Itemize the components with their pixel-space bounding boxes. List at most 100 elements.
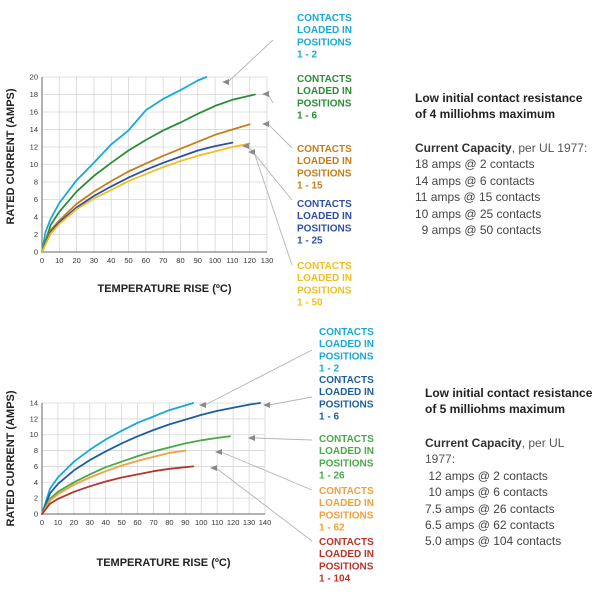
spec-heading-line: Low initial contact resistance: [425, 386, 593, 400]
callout-leader-line: [268, 396, 313, 406]
callout-arrowhead: [262, 121, 269, 127]
series-callout-label: POSITIONS: [297, 285, 352, 296]
y-tick-label: 4: [34, 213, 38, 222]
callout-arrowhead: [263, 402, 270, 408]
x-tick-label: 130: [261, 256, 274, 265]
series-callout-label: POSITIONS: [319, 399, 374, 410]
x-tick-label: 50: [117, 518, 125, 527]
callout-leader-line: [253, 437, 313, 441]
capacity-rating: 10 amps @ 6 contacts: [425, 485, 548, 500]
callout-arrowhead: [248, 435, 255, 441]
capacity-rating: 10 amps @ 25 contacts: [415, 206, 542, 221]
capacity-rating: 11 amps @ 15 contacts: [415, 190, 541, 205]
x-tick-label: 100: [195, 518, 208, 527]
y-tick-label: 10: [30, 160, 38, 169]
series-callout-label: 1 - 104: [319, 574, 351, 585]
series-callout-label: POSITIONS: [319, 510, 374, 521]
capacity-note: , per UL 1977:: [511, 141, 588, 155]
callout-leader-line: [227, 39, 274, 83]
x-tick-label: 120: [243, 256, 256, 265]
series-callout-label: LOADED IN: [297, 211, 352, 222]
capacity-rating: 5.0 amps @ 104 contacts: [425, 534, 562, 549]
chart-bottom: 0 10 20 30 40 50 60 70 80 90 100 110 120 130 140 0 2 4 6 8 1…: [5, 327, 374, 585]
series-callout-label: LOADED IN: [297, 25, 352, 36]
y-tick-label: 4: [34, 478, 38, 487]
series-callout-label: 1 - 26: [319, 471, 345, 482]
spec-heading-line: of 5 milliohms maximum: [425, 402, 566, 416]
series-callout-label: 1 - 62: [319, 523, 345, 534]
series-callout-label: CONTACTS: [297, 144, 352, 155]
y-tick-label: 6: [34, 195, 38, 204]
capacity-title: Current Capacity, per UL 1977:: [425, 435, 597, 468]
series-line: [41, 141, 234, 253]
series-callout-label: 1 - 2: [297, 50, 317, 61]
series-callout-label: LOADED IN: [319, 498, 374, 509]
capacity-note: , per UL 1977:: [425, 436, 564, 467]
y-tick-label: 12: [30, 143, 38, 152]
series-callout-label: CONTACTS: [319, 537, 374, 548]
x-tick-label: 70: [159, 256, 167, 265]
spec-heading-line: Low initial contact resistance: [415, 91, 583, 105]
capacity-label: Current Capacity: [425, 436, 522, 450]
series-line: [41, 402, 262, 515]
series-line: [41, 93, 256, 253]
chart-top: 0 10 20 30 40 50 60 70 80 90 100 110 120 130 0 2 4 6 8 10 12…: [5, 13, 352, 309]
x-tick-label: 0: [40, 518, 44, 527]
x-tick-label: 50: [124, 256, 132, 265]
y-tick-label: 0: [34, 248, 38, 257]
y-tick-label: 2: [34, 494, 38, 503]
series-callout-label: POSITIONS: [297, 37, 352, 48]
series-line: [41, 123, 251, 253]
series-callout-label: POSITIONS: [297, 168, 352, 179]
y-tick-label: 8: [34, 446, 38, 455]
x-tick-label: 60: [133, 518, 141, 527]
x-tick-label: 110: [226, 256, 238, 265]
y-axis-label: RATED CURRENT (AMPS): [5, 390, 17, 526]
x-tick-label: 80: [165, 518, 173, 527]
series-callout-label: 1 - 15: [297, 181, 323, 192]
series-line: [41, 449, 187, 515]
x-tick-label: 20: [72, 256, 80, 265]
series-callout-label: 1 - 6: [319, 412, 339, 423]
series-callout-label: 1 - 25: [297, 236, 323, 247]
capacity-title: Current Capacity, per UL 1977:: [415, 140, 595, 156]
series-callout-label: LOADED IN: [319, 387, 374, 398]
callout-arrowhead: [262, 91, 269, 97]
y-tick-label: 16: [30, 108, 38, 117]
series-callout-label: CONTACTS: [297, 261, 352, 272]
y-tick-label: 2: [34, 230, 38, 239]
capacity-label: Current Capacity: [415, 141, 512, 155]
x-tick-label: 0: [40, 256, 44, 265]
x-tick-label: 110: [211, 518, 223, 527]
x-tick-label: 140: [259, 518, 272, 527]
x-tick-label: 10: [55, 256, 63, 265]
series-callout-label: 1 - 2: [319, 364, 339, 375]
series-callout-label: CONTACTS: [297, 74, 352, 85]
x-tick-label: 30: [90, 256, 98, 265]
capacity-rating: 12 amps @ 2 contacts: [425, 468, 548, 483]
y-tick-label: 20: [30, 73, 38, 82]
x-tick-label: 90: [194, 256, 202, 265]
series-callout-label: POSITIONS: [319, 458, 374, 469]
x-tick-label: 40: [107, 256, 115, 265]
x-tick-label: 40: [102, 518, 110, 527]
series-line: [41, 435, 231, 515]
series-callout-label: CONTACTS: [319, 434, 374, 445]
x-tick-label: 100: [209, 256, 222, 265]
series-callout-label: POSITIONS: [319, 351, 374, 362]
callout-arrowhead: [222, 79, 229, 85]
series-callout-label: CONTACTS: [297, 199, 352, 210]
series-callout-label: LOADED IN: [319, 339, 374, 350]
y-tick-label: 10: [30, 430, 38, 439]
series-line: [41, 465, 195, 515]
series-callout-label: 1 - 50: [297, 298, 323, 309]
x-tick-label: 10: [54, 518, 62, 527]
capacity-rating: 6.5 amps @ 62 contacts: [425, 518, 555, 533]
series-callout-label: CONTACTS: [297, 13, 352, 24]
spec-heading-line: of 4 milliohms maximum: [415, 107, 556, 121]
callout-leader-line: [220, 451, 313, 491]
y-tick-label: 8: [34, 178, 38, 187]
spec-block-top: Low initial contact resistance of 4 mill…: [415, 90, 595, 238]
x-axis-label: TEMPERATURE RISE (ºC): [98, 283, 232, 295]
callout-leader-line: [204, 349, 313, 406]
